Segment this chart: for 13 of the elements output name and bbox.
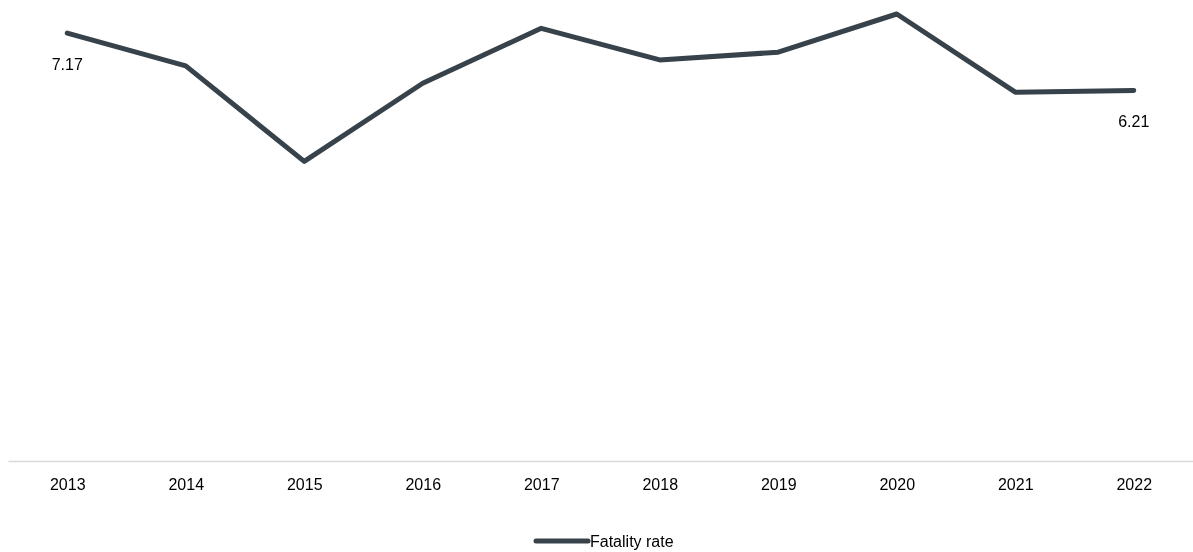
x-tick-label: 2017: [523, 476, 560, 494]
x-tick-label: 2022: [1116, 476, 1153, 494]
x-tick-label: 2018: [642, 476, 679, 494]
x-tick-label: 2019: [760, 476, 797, 494]
x-tick-label: 2020: [879, 476, 916, 494]
x-tick-label: 2021: [997, 476, 1034, 494]
x-tick-label: 2016: [405, 476, 442, 494]
x-tick-label: 2013: [49, 476, 86, 494]
x-tick-label: 2015: [286, 476, 323, 494]
legend-label: Fatality rate: [590, 533, 674, 550]
data-label: 6.21: [1118, 113, 1150, 131]
data-label: 7.17: [51, 56, 83, 74]
x-tick-label: 2014: [168, 476, 205, 494]
